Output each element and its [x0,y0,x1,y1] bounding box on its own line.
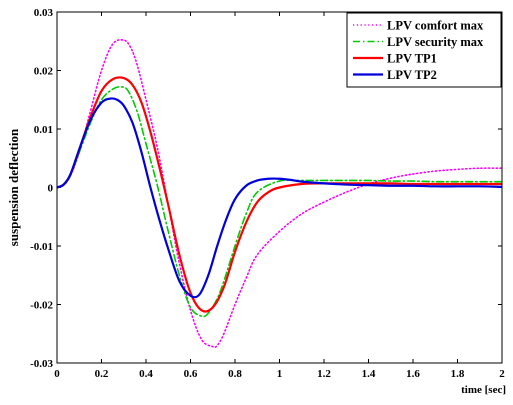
x-tick-label: 0.4 [139,368,153,380]
y-tick-label: -0.02 [30,300,53,312]
legend: LPV comfort max LPV security max LPV TP1 LP… [346,12,502,88]
x-tick-label: 0.8 [228,368,242,380]
y-tick-label: -0.03 [30,358,53,370]
y-tick-label: -0.01 [30,241,53,253]
x-tick-label: 0 [54,368,60,380]
series-line-lpv-security-max [57,86,502,318]
x-tick-label: 1 [277,368,283,380]
x-tick-label: 1.6 [406,368,420,380]
x-axis-label: time [sec] [461,384,506,396]
y-tick-label: 0.01 [34,124,53,136]
series-line-lpv-tp2 [57,97,502,299]
series-line-lpv-tp1 [57,76,502,313]
y-tick-label: 0 [48,183,54,195]
series-layer [57,39,502,349]
x-tick-label: 1.8 [451,368,465,380]
y-tick-label: 0.02 [34,66,54,78]
legend-label: LPV comfort max [387,19,484,33]
x-tick-label: 1.2 [317,368,331,380]
y-axis-label: suspension deflection [6,128,21,246]
legend-label: LPV security max [387,35,484,49]
series-line-lpv-comfort-max [57,39,502,349]
plot-frame [56,11,503,364]
y-tick-label: 0.03 [34,7,54,19]
ticks-layer: 0 0.2 0.4 0.6 0.8 1 1.2 1.4 1.6 1.8 2 -0.03 -0.02 -0.… [30,7,505,380]
x-tick-label: 0.2 [95,368,109,380]
x-tick-label: 0.6 [184,368,198,380]
x-tick-label: 2 [499,368,505,380]
legend-label: LPV TP2 [387,68,437,82]
x-tick-label: 1.4 [362,368,376,380]
legend-label: LPV TP1 [387,52,437,66]
